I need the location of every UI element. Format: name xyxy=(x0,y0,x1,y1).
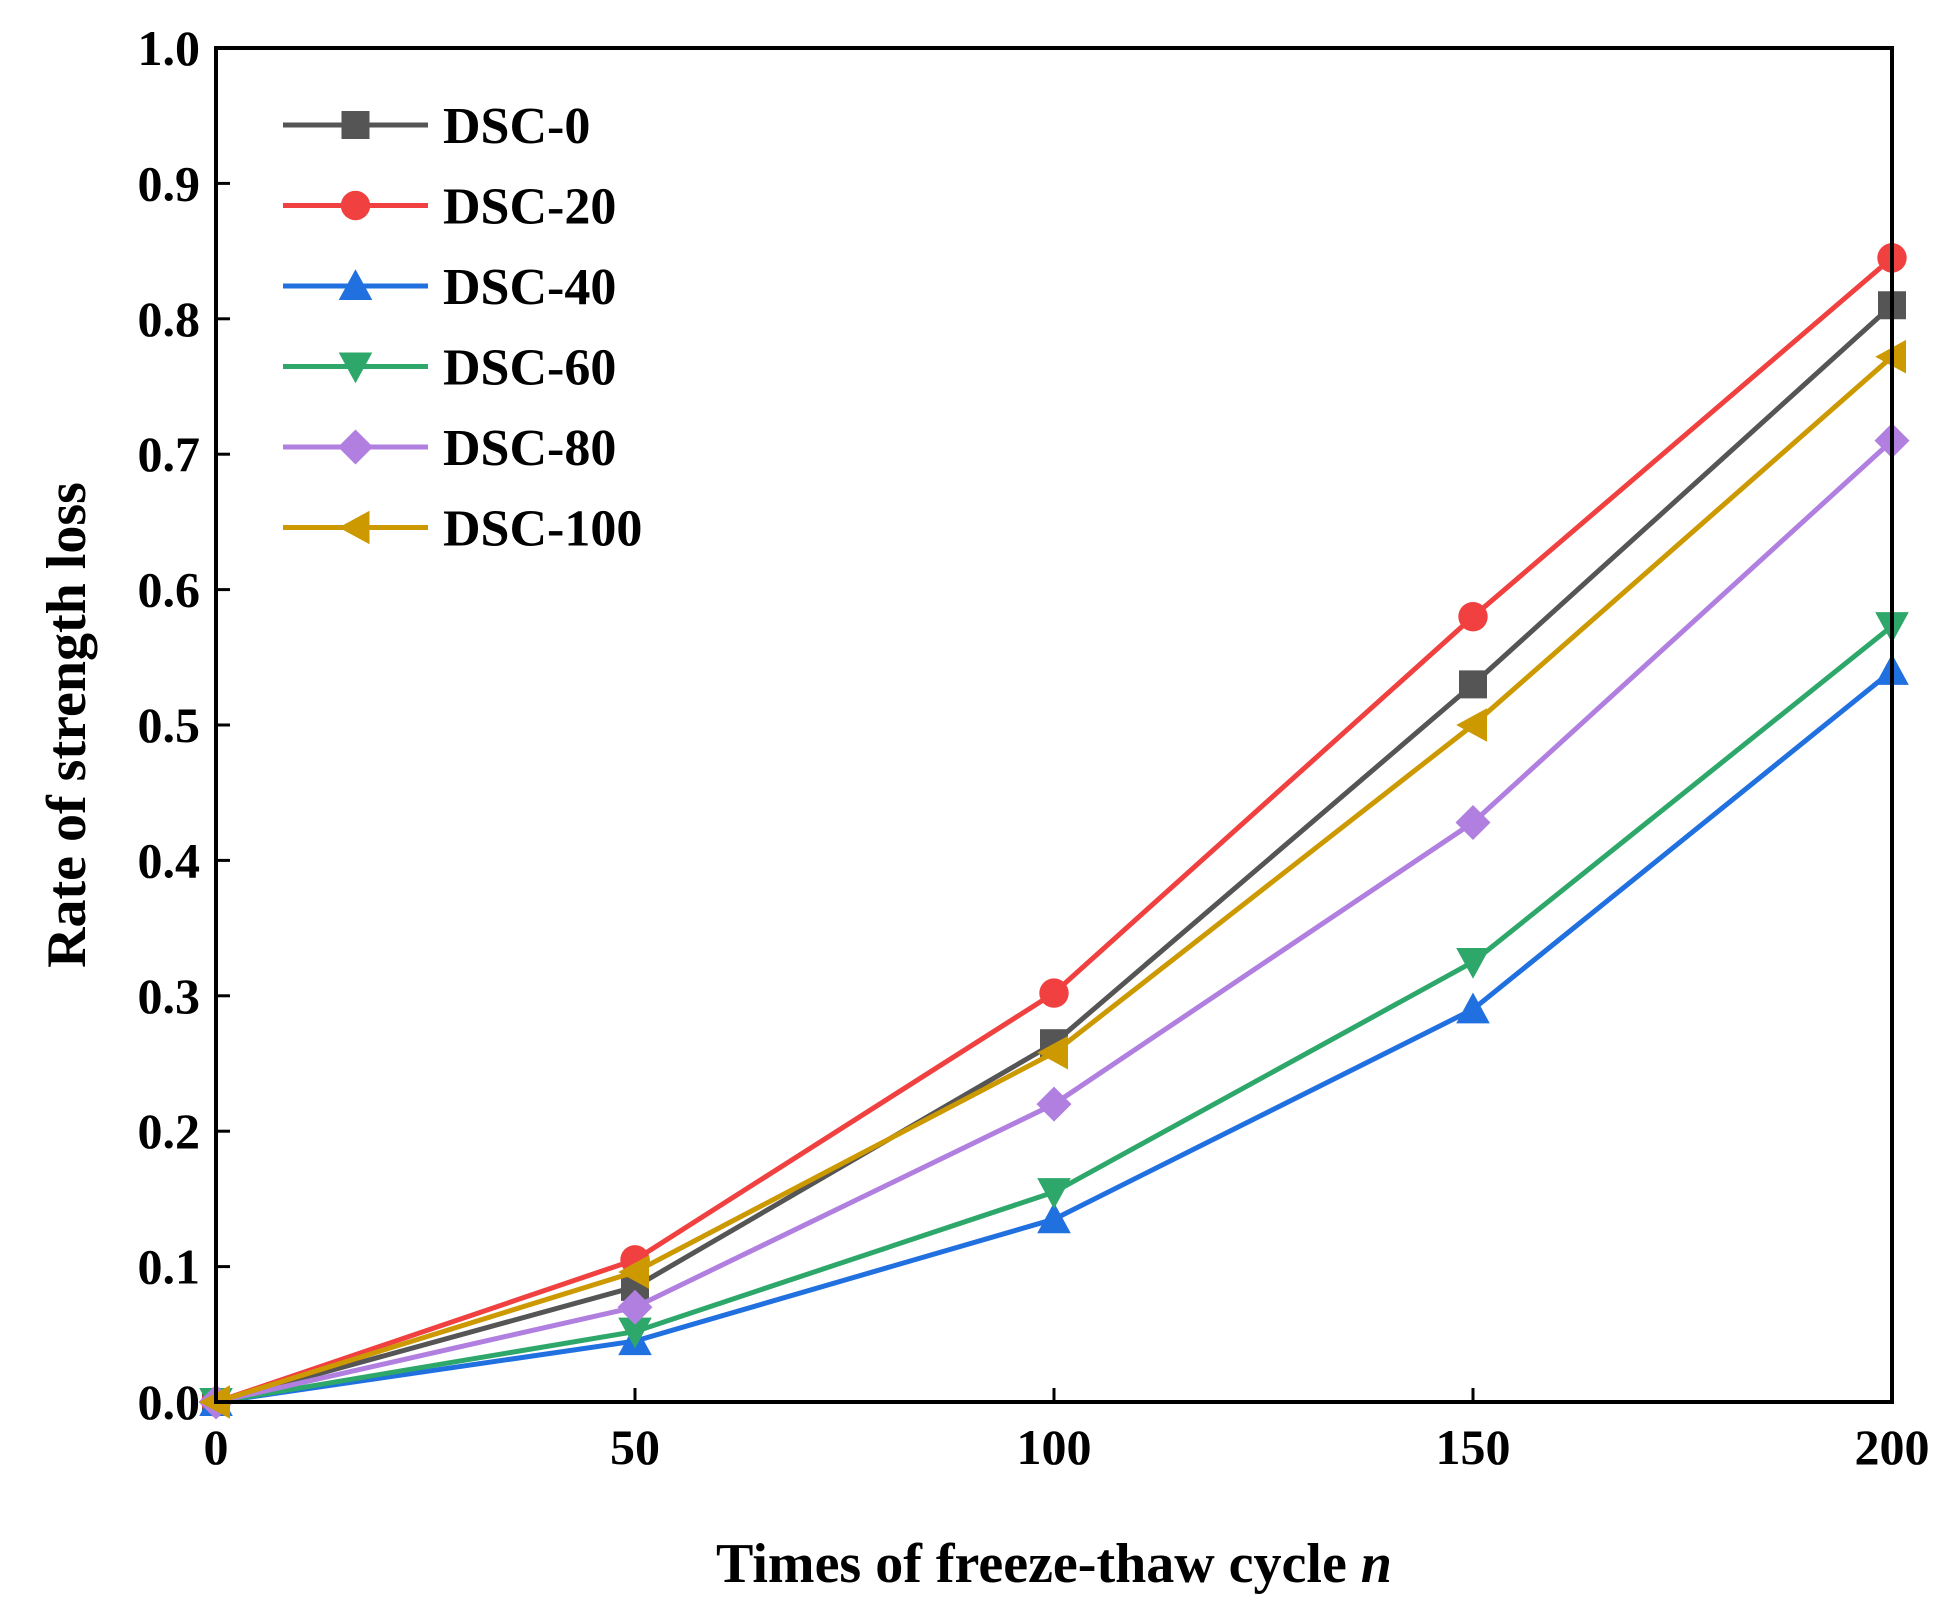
data-point xyxy=(1039,978,1069,1008)
y-tick-label: 0.4 xyxy=(138,832,201,888)
legend: DSC-0 DSC-20 DSC-40 DSC-60 DSC-80 DSC-100 xyxy=(283,98,642,558)
series-DSC-80 xyxy=(198,423,1910,1420)
legend-label: DSC-60 xyxy=(443,340,616,397)
y-tick-label: 0.9 xyxy=(138,155,201,211)
data-point xyxy=(1456,708,1487,742)
series-line xyxy=(215,624,1894,1405)
y-tick-label: 0.1 xyxy=(138,1239,201,1295)
y-tick-label: 0.0 xyxy=(138,1374,201,1430)
x-tick-label: 50 xyxy=(610,1419,660,1475)
legend-marker xyxy=(338,352,373,384)
data-point xyxy=(1037,1178,1071,1209)
x-axis-title: Times of freeze-thaw cycle n xyxy=(716,1533,1392,1595)
data-point xyxy=(1456,947,1490,979)
data-point xyxy=(618,1255,649,1289)
series-line xyxy=(215,438,1894,1405)
y-tick-label: 0.8 xyxy=(138,291,201,347)
data-point xyxy=(1037,1035,1068,1070)
legend-item: DSC-60 xyxy=(283,340,616,397)
data-point xyxy=(1036,1086,1072,1122)
legend-item: DSC-80 xyxy=(283,420,616,477)
data-point xyxy=(618,1317,652,1349)
y-tick-label: 0.3 xyxy=(138,968,201,1024)
legend-marker xyxy=(340,190,371,221)
x-tick-label: 200 xyxy=(1855,1419,1930,1475)
x-tick-label: 100 xyxy=(1017,1419,1092,1475)
legend-label: DSC-0 xyxy=(443,98,590,155)
data-point xyxy=(617,1289,653,1325)
y-tick-label: 0.2 xyxy=(138,1103,201,1159)
y-tick-label: 0.5 xyxy=(138,697,201,753)
data-point xyxy=(1458,601,1488,632)
y-tick-label: 1.0 xyxy=(138,20,201,76)
legend-item: DSC-40 xyxy=(283,259,616,316)
data-point xyxy=(1037,1202,1071,1234)
legend-label: DSC-40 xyxy=(443,259,616,316)
data-point xyxy=(1455,804,1491,840)
legend-item: DSC-0 xyxy=(283,98,590,155)
legend-marker xyxy=(341,111,370,139)
y-axis-title: Rate of strength loss xyxy=(36,482,98,968)
x-tick-label: 150 xyxy=(1436,1419,1511,1475)
legend-marker xyxy=(338,429,373,465)
data-point xyxy=(1456,992,1490,1024)
legend-marker xyxy=(338,510,370,545)
series-DSC-100 xyxy=(199,339,1906,1419)
legend-item: DSC-20 xyxy=(283,179,616,236)
legend-label: DSC-100 xyxy=(443,501,642,558)
data-point xyxy=(1459,670,1487,699)
y-tick-label: 0.7 xyxy=(138,426,201,482)
legend-label: DSC-20 xyxy=(443,179,616,236)
series-DSC-60 xyxy=(199,612,1909,1419)
legend-label: DSC-80 xyxy=(443,420,616,477)
x-tick-label: 0 xyxy=(204,1419,229,1475)
legend-item: DSC-100 xyxy=(283,501,642,558)
y-tick-label: 0.6 xyxy=(138,562,201,618)
legend-marker xyxy=(338,269,373,300)
